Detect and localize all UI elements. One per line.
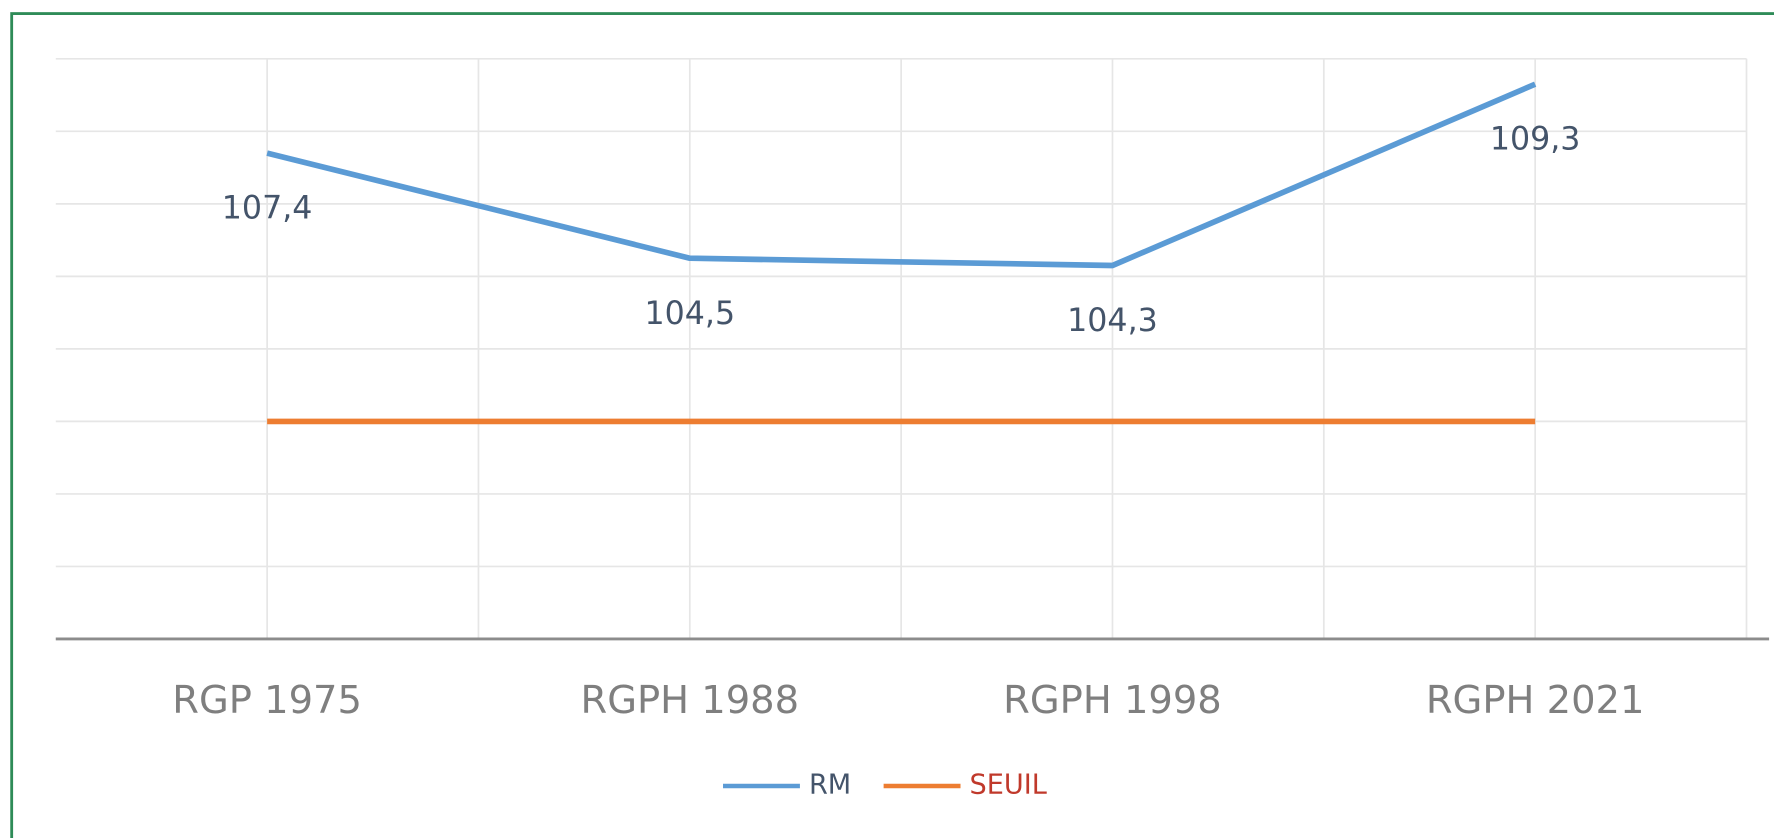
data-label: 104,3: [1067, 303, 1158, 339]
frame: [10, 12, 1774, 838]
data-label: 109,3: [1490, 122, 1581, 158]
x-tick-label: RGPH 1988: [580, 678, 799, 723]
legend-label: RM: [809, 769, 851, 800]
data-label: 107,4: [222, 191, 313, 227]
legend-label: SEUIL: [970, 769, 1047, 800]
x-tick-label: RGPH 1998: [1003, 678, 1222, 723]
data-label: 104,5: [644, 296, 735, 332]
x-tick-label: RGP 1975: [172, 678, 362, 723]
x-tick-label: RGPH 2021: [1426, 678, 1645, 723]
series-line: [266, 81, 1537, 269]
